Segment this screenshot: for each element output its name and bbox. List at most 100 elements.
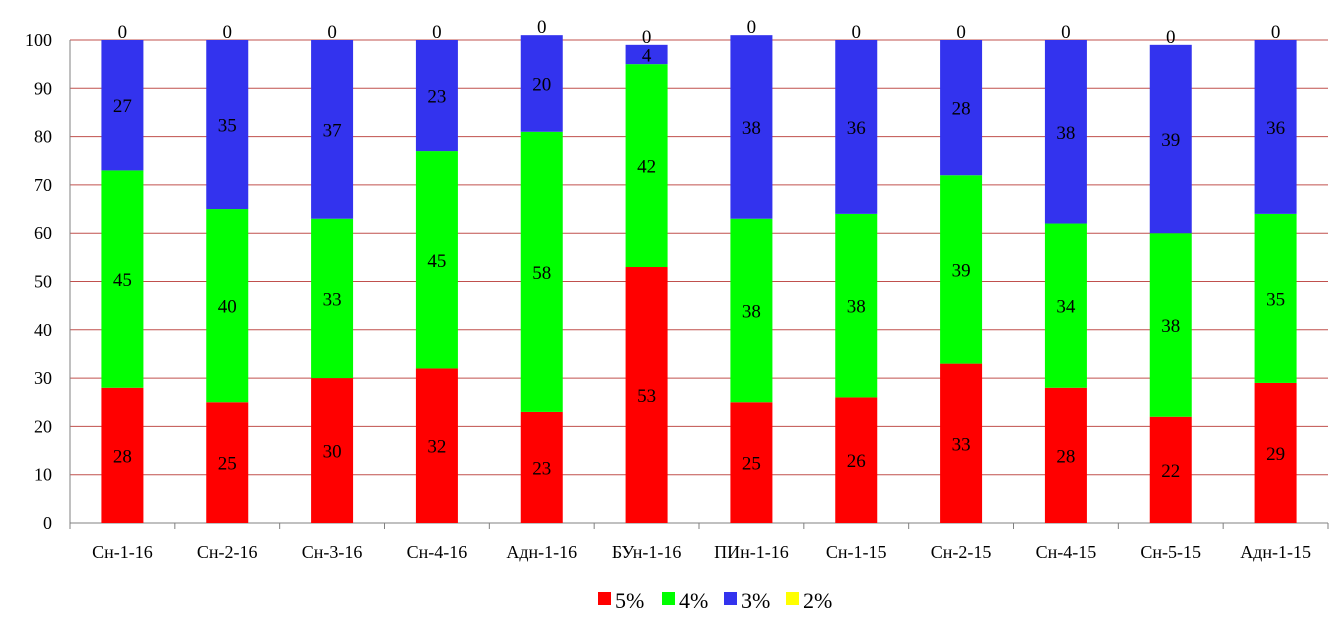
- x-tick-label: Сн-4-16: [407, 542, 468, 562]
- bar-segment: [415, 40, 458, 152]
- legend-swatch: [598, 592, 611, 605]
- x-tick-label: Сн-4-15: [1036, 542, 1097, 562]
- bar-segment: [940, 175, 983, 364]
- bar-segment: [1149, 44, 1192, 234]
- x-tick-label: Сн-1-15: [826, 542, 887, 562]
- legend: 5% 4% 3% 2%: [598, 588, 832, 613]
- data-label: 39: [952, 260, 971, 281]
- x-tick-label: Сн-2-16: [197, 542, 258, 562]
- bar-segment: [101, 170, 144, 388]
- bar-segment: [101, 387, 144, 523]
- data-label: 34: [1056, 297, 1076, 318]
- data-label: 38: [742, 301, 761, 322]
- data-label: 58: [532, 263, 551, 284]
- y-tick-label: 60: [34, 223, 52, 243]
- data-label: 0: [642, 27, 652, 48]
- x-tick-label: БУн-1-16: [612, 542, 682, 562]
- bar-segment: [1044, 223, 1087, 388]
- data-label: 0: [956, 22, 966, 43]
- bar-segment: [311, 40, 354, 219]
- data-label: 42: [637, 157, 656, 178]
- data-label: 36: [1266, 118, 1285, 139]
- legend-swatch: [724, 592, 737, 605]
- data-label: 25: [218, 454, 237, 475]
- data-label: 38: [1161, 316, 1180, 337]
- y-tick-label: 0: [43, 513, 52, 533]
- data-label: 28: [113, 446, 132, 467]
- bar-segment: [625, 44, 668, 65]
- bar-segment: [520, 131, 563, 412]
- y-tick-label: 80: [34, 127, 52, 147]
- data-label: 28: [1056, 446, 1075, 467]
- bars: [101, 35, 1297, 523]
- data-label: 0: [223, 22, 233, 43]
- legend-label: 2%: [803, 588, 832, 613]
- bar-segment: [311, 378, 354, 523]
- data-label: 0: [537, 17, 547, 38]
- bar-segment: [206, 209, 249, 403]
- y-tick-label: 10: [34, 465, 52, 485]
- bar-segment: [730, 402, 773, 523]
- data-label: 40: [218, 297, 237, 318]
- data-label: 38: [1056, 123, 1075, 144]
- data-label: 29: [1266, 444, 1285, 465]
- bar-segment: [206, 402, 249, 523]
- data-label: 32: [427, 437, 446, 458]
- bar-segment: [835, 397, 878, 523]
- bar-segment: [1044, 387, 1087, 523]
- data-label: 30: [323, 442, 342, 463]
- bar-segment: [1149, 416, 1192, 523]
- bar-segment: [730, 218, 773, 403]
- y-tick-label: 50: [34, 272, 52, 292]
- data-label: 35: [218, 116, 237, 137]
- bar-segment: [1254, 40, 1297, 214]
- data-label: 0: [1166, 27, 1176, 48]
- data-label: 33: [323, 289, 342, 310]
- bar-segment: [311, 218, 354, 379]
- x-tick-label: Сн-5-15: [1140, 542, 1201, 562]
- data-label: 25: [742, 454, 761, 475]
- bar-segment: [520, 35, 563, 132]
- data-label: 53: [637, 386, 656, 407]
- data-label: 45: [427, 251, 446, 272]
- y-tick-label: 100: [25, 30, 52, 50]
- gridlines: [70, 39, 1328, 476]
- y-tick-label: 40: [34, 320, 52, 340]
- y-tick-label: 20: [34, 416, 52, 436]
- x-tick-label: Адн-1-16: [506, 542, 577, 562]
- data-label: 4: [642, 45, 652, 66]
- data-label: 35: [1266, 289, 1285, 310]
- bar-segment: [1044, 40, 1087, 224]
- data-label: 23: [532, 458, 551, 479]
- x-tick-label: Сн-1-16: [92, 542, 153, 562]
- bar-segment: [730, 35, 773, 219]
- y-tick-label: 70: [34, 175, 52, 195]
- bar-segment: [625, 267, 668, 523]
- bar-segment: [206, 40, 249, 210]
- data-label: 22: [1161, 461, 1180, 482]
- y-tick-label: 90: [34, 78, 52, 98]
- data-label: 38: [742, 118, 761, 139]
- bar-segment: [415, 368, 458, 523]
- bar-segment: [835, 213, 878, 398]
- data-label: 0: [747, 17, 757, 38]
- data-label: 28: [952, 99, 971, 120]
- data-label: 27: [113, 96, 132, 117]
- data-label: 26: [847, 451, 866, 472]
- legend-swatch: [786, 592, 799, 605]
- bar-segment: [1254, 213, 1297, 383]
- bar-segment: [101, 40, 144, 171]
- data-label: 39: [1161, 130, 1180, 151]
- bar-segment: [625, 64, 668, 268]
- x-tick-label: Сн-3-16: [302, 542, 363, 562]
- x-tick-label: Сн-2-15: [931, 542, 992, 562]
- bar-segment: [520, 411, 563, 523]
- bar-segment: [940, 363, 983, 523]
- bar-segment: [1254, 382, 1297, 523]
- data-label: 33: [952, 434, 971, 455]
- y-tick-label: 30: [34, 368, 52, 388]
- legend-label: 4%: [679, 588, 708, 613]
